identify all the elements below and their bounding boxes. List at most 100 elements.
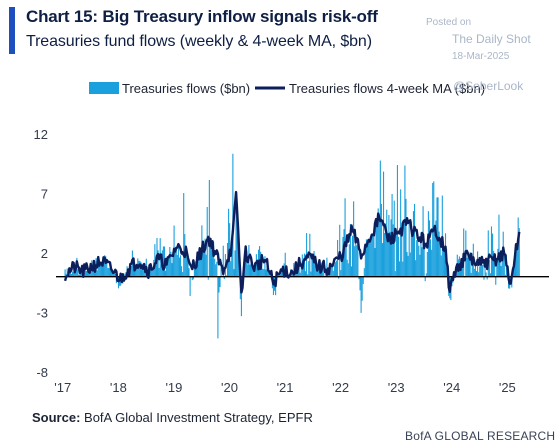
weekly-bar (292, 273, 294, 277)
y-tick-label: -3 (36, 305, 48, 320)
weekly-bar (101, 266, 104, 277)
weekly-bar (210, 245, 213, 277)
weekly-bar (216, 261, 218, 277)
weekly-bar (503, 250, 505, 277)
weekly-bar (377, 208, 379, 277)
weekly-bar (187, 259, 189, 277)
weekly-bar (170, 251, 172, 277)
weekly-bar (372, 235, 374, 277)
weekly-bar (403, 223, 405, 277)
weekly-bar (73, 272, 75, 277)
weekly-bar (166, 264, 168, 277)
weekly-bar (350, 266, 353, 277)
weekly-bar (468, 256, 470, 277)
weekly-bar (299, 272, 301, 277)
x-tick-label: '19 (165, 380, 182, 395)
watermark-date: 18-Mar-2025 (452, 51, 510, 62)
weekly-bar (362, 276, 364, 284)
weekly-bar (214, 258, 216, 277)
weekly-bar (344, 198, 346, 277)
weekly-bar (395, 232, 397, 277)
x-tick-label: '24 (443, 380, 460, 395)
weekly-bar (431, 249, 433, 277)
weekly-bar (207, 276, 209, 280)
weekly-bar (109, 268, 111, 277)
weekly-bar (152, 269, 154, 277)
weekly-bar (331, 263, 333, 277)
weekly-bar (420, 232, 422, 277)
weekly-bar (65, 273, 67, 277)
weekly-bar (371, 234, 373, 277)
weekly-bar (363, 268, 365, 277)
weekly-bar (215, 264, 217, 277)
weekly-bar (222, 245, 224, 277)
weekly-bar (499, 256, 501, 277)
weekly-bar (501, 256, 503, 277)
weekly-bar (340, 270, 342, 277)
weekly-bar (108, 267, 110, 277)
weekly-bar (220, 266, 222, 277)
weekly-bar (113, 271, 115, 277)
weekly-bar (389, 231, 391, 277)
y-tick-label: 7 (41, 186, 48, 201)
weekly-bar (205, 254, 207, 277)
source-label: Source: (32, 410, 81, 425)
weekly-bar (487, 230, 489, 277)
weekly-bar (466, 257, 468, 277)
weekly-bar (365, 239, 367, 277)
weekly-bar (399, 261, 401, 277)
weekly-bar (85, 270, 88, 277)
weekly-bar (245, 260, 247, 277)
weekly-bar (193, 268, 195, 277)
weekly-bar (160, 264, 162, 277)
weekly-bar (167, 257, 169, 277)
weekly-bar (240, 276, 242, 317)
weekly-bar (381, 243, 384, 277)
weekly-bar (497, 248, 499, 277)
weekly-bar (213, 241, 215, 277)
weekly-bar (303, 253, 306, 277)
weekly-bar (99, 264, 101, 277)
weekly-bars (64, 153, 520, 339)
weekly-bar (412, 211, 415, 277)
weekly-bar (385, 232, 387, 277)
weekly-bar (265, 269, 267, 277)
weekly-bar (425, 273, 427, 277)
weekly-bar (307, 274, 309, 277)
weekly-bar (298, 264, 300, 277)
weekly-bar (262, 268, 264, 277)
weekly-bar (70, 273, 73, 277)
weekly-bar (357, 239, 359, 277)
weekly-bar (481, 264, 483, 277)
weekly-bar (380, 204, 382, 277)
weekly-bar (162, 246, 164, 277)
weekly-bar (330, 266, 332, 277)
weekly-bar (504, 274, 506, 277)
weekly-bar (319, 272, 322, 277)
weekly-bar (117, 276, 120, 289)
x-tick-label: '25 (499, 380, 516, 395)
weekly-bar (281, 270, 283, 277)
weekly-bar (369, 241, 371, 277)
weekly-bar (500, 265, 502, 277)
weekly-bar (169, 247, 171, 277)
weekly-bar (515, 252, 517, 277)
weekly-bar (64, 269, 66, 277)
weekly-bar (480, 260, 482, 277)
weekly-bar (255, 254, 257, 277)
weekly-bar (473, 268, 475, 277)
weekly-bar (151, 267, 153, 277)
weekly-bar (443, 247, 445, 277)
weekly-bar (96, 270, 98, 277)
weekly-bar (247, 264, 249, 277)
weekly-bar (416, 240, 418, 277)
weekly-bar (97, 265, 99, 277)
research-credit: BofA GLOBAL RESEARCH (405, 429, 556, 443)
weekly-bar (249, 264, 251, 277)
weekly-bar (157, 250, 159, 277)
weekly-bar (174, 247, 176, 277)
weekly-bar (366, 243, 369, 277)
weekly-bar (360, 276, 362, 313)
weekly-bar (419, 254, 421, 277)
